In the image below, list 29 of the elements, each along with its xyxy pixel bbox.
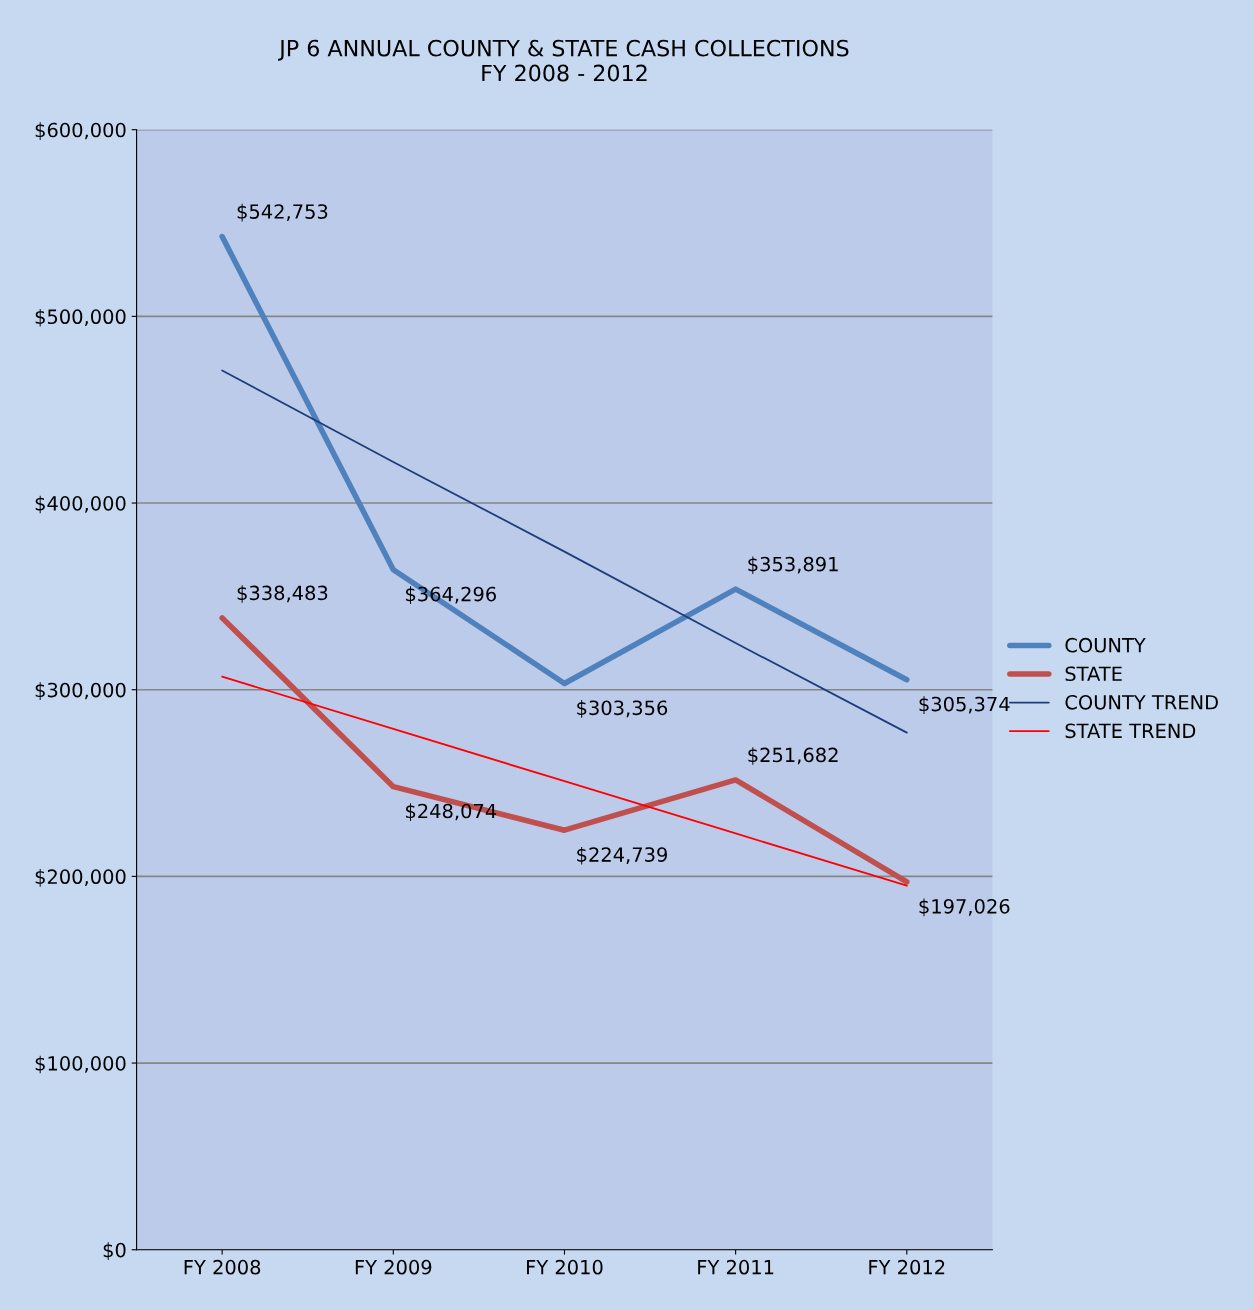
x-tick-label: FY 2008 [184, 1259, 261, 1275]
data-label: $251,682 [748, 747, 838, 765]
x-tick-label: FY 2012 [869, 1259, 945, 1275]
data-label: $542,753 [237, 203, 328, 222]
data-label: $364,296 [406, 586, 496, 604]
y-tick-label: $500,000 [35, 308, 126, 327]
y-tick-label: $0 [103, 1242, 126, 1260]
legend-label: COUNTY [1065, 637, 1146, 653]
line-series [221, 369, 908, 734]
data-label: $224,739 [577, 846, 667, 865]
legend-label: STATE TREND [1065, 723, 1196, 739]
data-label: $338,483 [237, 585, 328, 603]
data-label: $197,026 [919, 898, 1010, 917]
data-label: $353,891 [748, 556, 838, 575]
legend-label: COUNTY TREND [1065, 694, 1218, 710]
data-label: $303,356 [577, 700, 668, 718]
y-tick-label: $600,000 [35, 122, 126, 140]
chart-title: JP 6 ANNUAL COUNTY & STATE CASH COLLECTIONS FY 2008 - 2012 [278, 39, 849, 82]
x-tick-label: FY 2009 [355, 1259, 432, 1275]
y-tick-label: $200,000 [35, 869, 126, 887]
data-label: $305,374 [919, 696, 1010, 714]
y-tick-label: $400,000 [35, 495, 126, 514]
line-series [221, 675, 908, 887]
x-tick-label: FY 2011 [698, 1259, 774, 1275]
x-tick-label: FY 2010 [527, 1259, 603, 1275]
data-label: $248,074 [406, 803, 497, 821]
y-tick-label: $300,000 [35, 682, 126, 700]
y-tick-label: $100,000 [35, 1055, 126, 1074]
legend-label: STATE [1065, 666, 1122, 682]
